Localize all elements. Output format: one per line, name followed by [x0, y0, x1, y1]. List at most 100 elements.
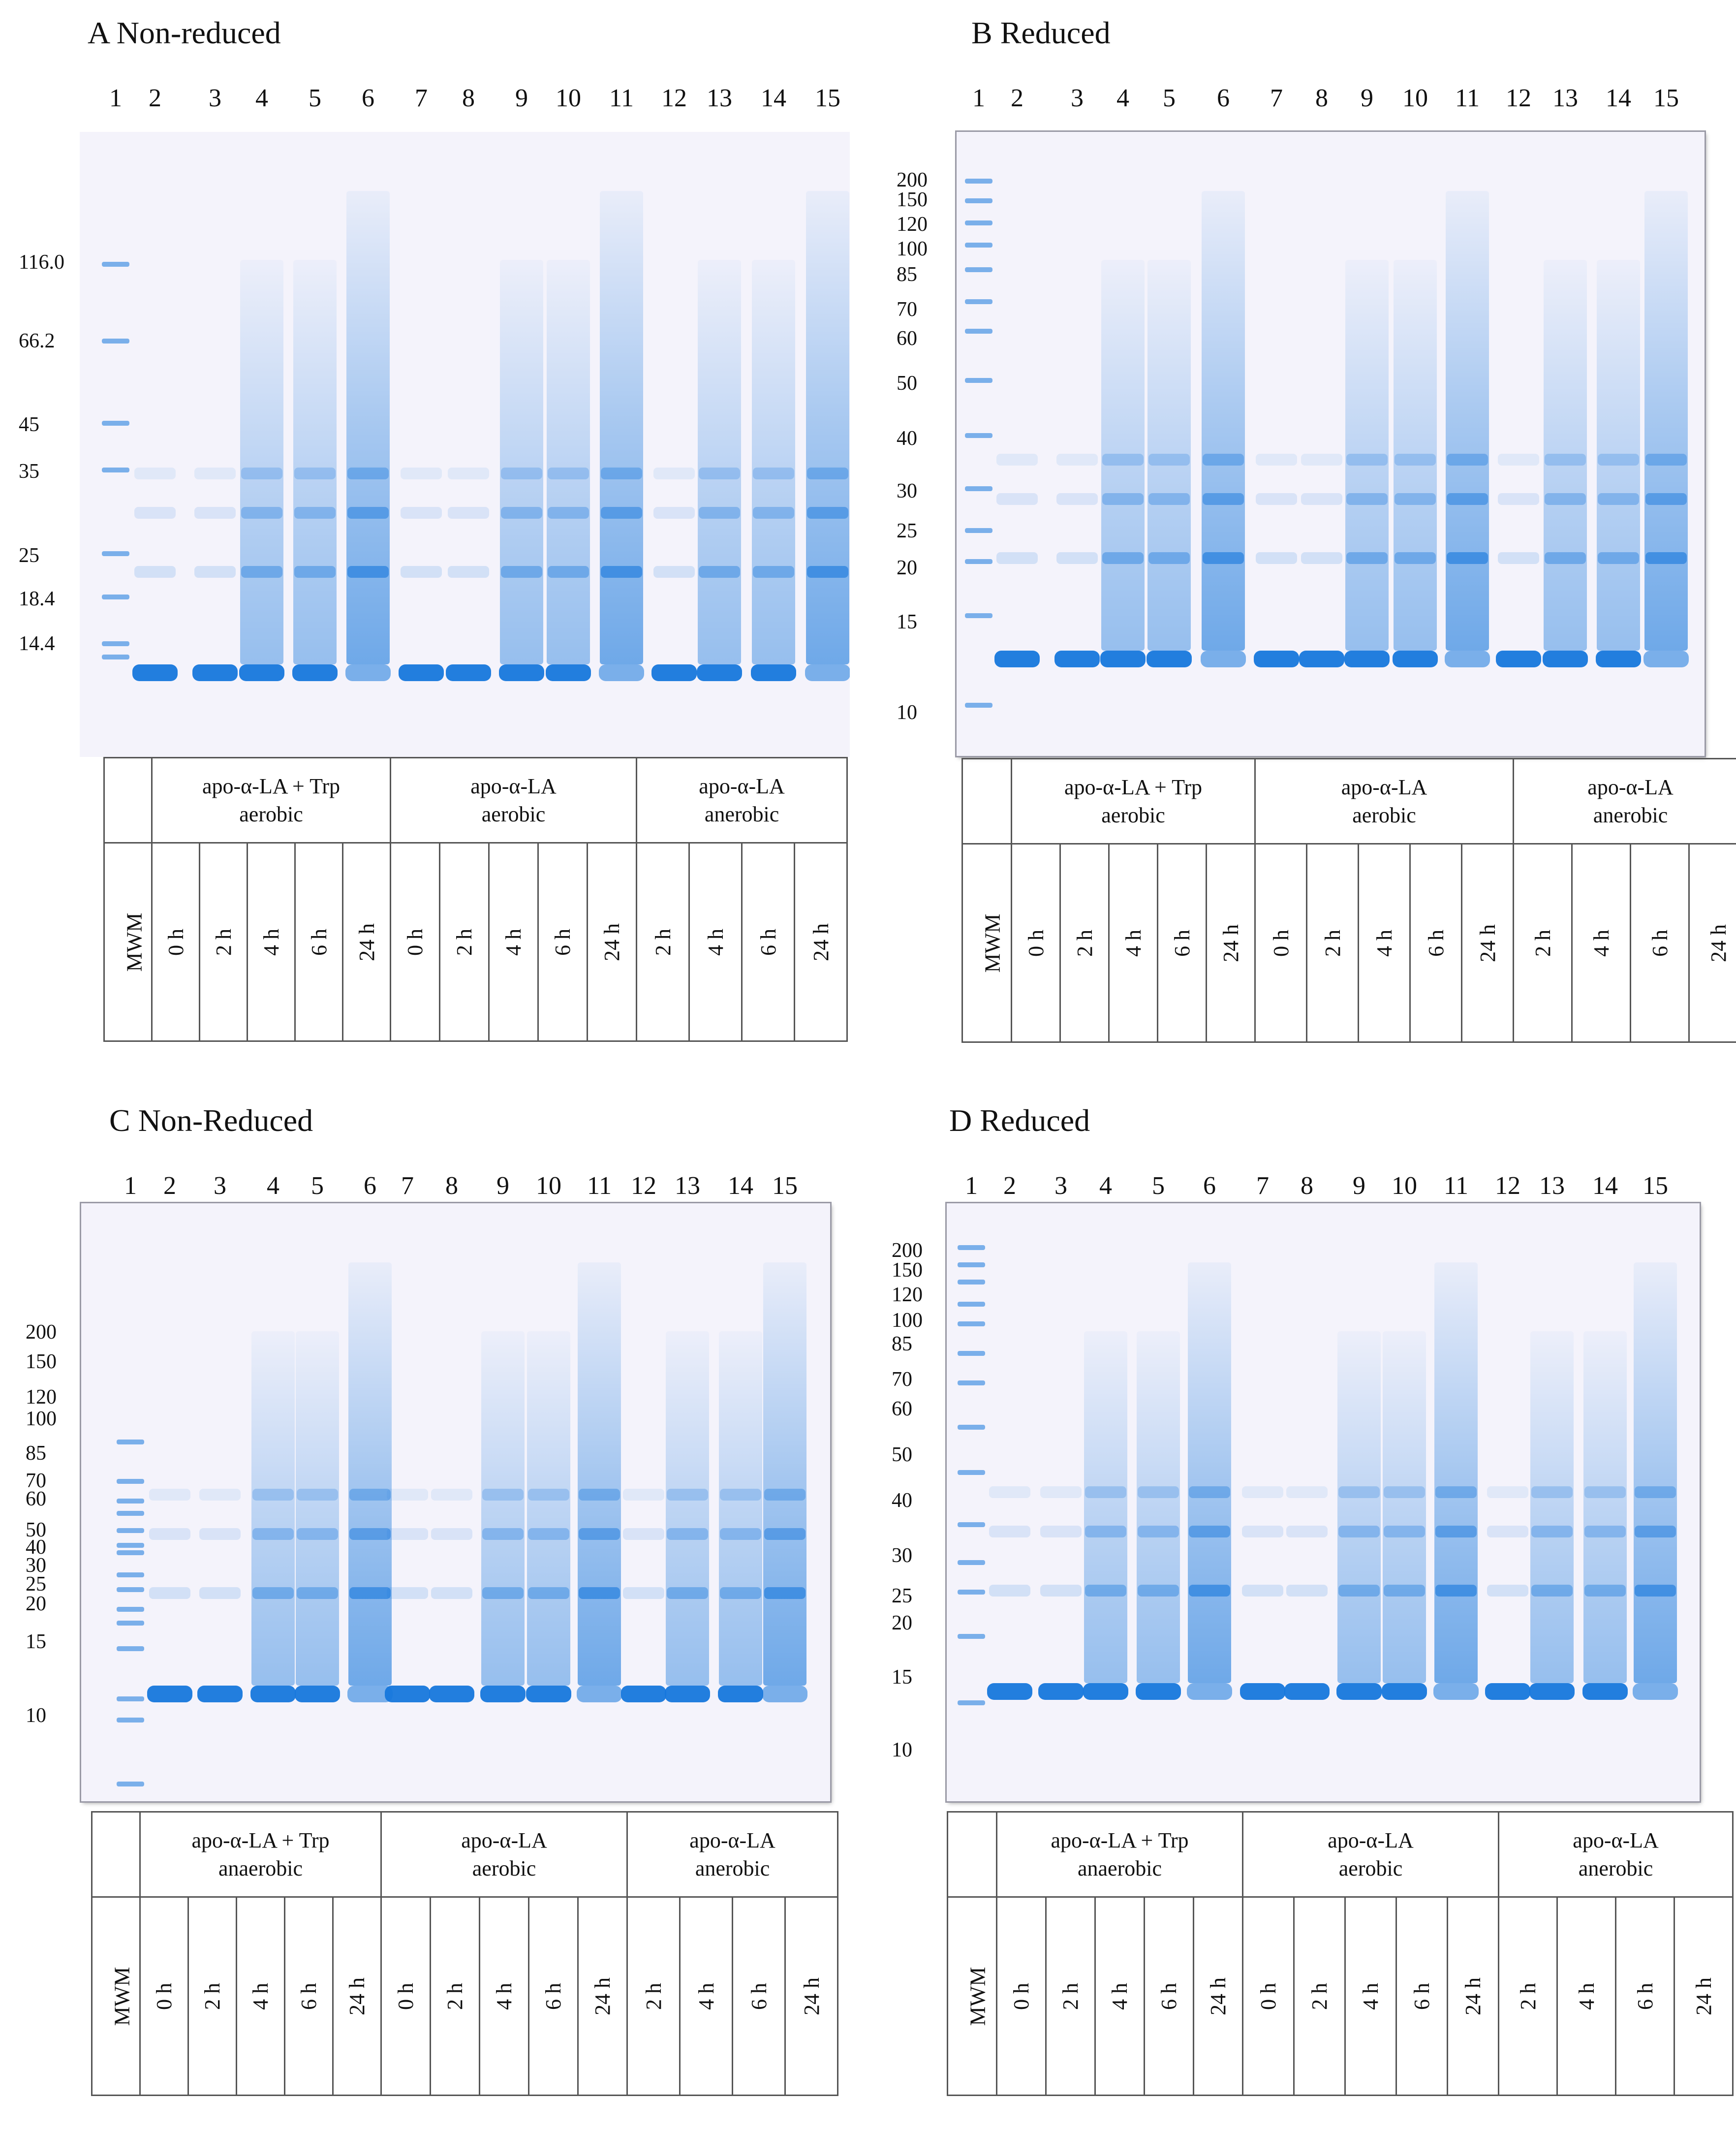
- smear: [806, 191, 849, 664]
- oligomer-band: [1102, 552, 1144, 564]
- lane-label-cell: 24 h: [1674, 1896, 1734, 2096]
- lane-label-cell: 0 h: [1011, 843, 1061, 1043]
- oligomer-band: [199, 1587, 241, 1599]
- lane-label: 24 h: [354, 923, 379, 961]
- mw-label: 18.4: [19, 588, 55, 610]
- mwm-header-cell: [91, 1811, 141, 1898]
- gel-image: [80, 132, 850, 757]
- mw-label: 85: [26, 1442, 46, 1465]
- lane-label: 6 h: [307, 928, 331, 956]
- lane-label: 24 h: [799, 1977, 824, 2015]
- condition-table: apo-α-LA + Trp anaerobic apo-α-LA aerobic …: [91, 1811, 839, 2096]
- oligomer-band: [1531, 1585, 1573, 1597]
- oligomer-band: [349, 1528, 391, 1540]
- lane-number: 14: [761, 84, 786, 112]
- oligomer-band: [1138, 1585, 1179, 1597]
- oligomer-band: [1645, 552, 1687, 564]
- condition-table: apo-α-LA + Trp aerobic apo-α-LA aerobic ap…: [103, 757, 848, 1042]
- oligomer-band: [653, 468, 695, 479]
- mw-label: 150: [26, 1350, 57, 1373]
- monomer-band: [762, 1686, 807, 1702]
- mw-label: 30: [892, 1544, 912, 1567]
- monomer-band: [345, 664, 391, 681]
- lane-label-cell: 2 h: [187, 1896, 237, 2096]
- oligomer-band: [1148, 454, 1190, 466]
- lane-label: 24 h: [345, 1977, 369, 2015]
- oligomer-band: [807, 566, 848, 578]
- lane-label: 24 h: [1206, 1977, 1230, 2015]
- gel-bands: [965, 179, 1689, 708]
- ladder-band: [965, 299, 992, 304]
- oligomer-band: [1301, 493, 1342, 505]
- mw-label: 40: [26, 1536, 46, 1559]
- lane-label: 24 h: [1475, 924, 1500, 962]
- lane-label: 6 h: [551, 928, 575, 956]
- group-line2: aerobic: [1101, 803, 1165, 827]
- ladder-band: [965, 179, 992, 184]
- lane-label-cell: 4 h: [479, 1896, 529, 2096]
- lane-number: 2: [149, 84, 161, 112]
- monomer-band: [1187, 1683, 1232, 1700]
- smear: [293, 260, 337, 664]
- mw-label: 60: [897, 327, 917, 350]
- lane-label: 6 h: [756, 928, 780, 956]
- oligomer-band: [199, 1528, 241, 1540]
- lane-label: 4 h: [1108, 1982, 1132, 2010]
- lane-label: 4 h: [248, 1982, 273, 2010]
- lane-label-cell: 2 h: [430, 1896, 480, 2096]
- oligomer-band: [1635, 1526, 1676, 1537]
- lane-label-cell: 0 h: [1254, 843, 1307, 1043]
- lane-label: 2 h: [1320, 929, 1345, 957]
- oligomer-band: [1645, 493, 1687, 505]
- lane-label-cell: 0 h: [151, 842, 200, 1042]
- ladder-band: [102, 641, 129, 646]
- monomer-band: [599, 664, 644, 681]
- lane-label-cell: 24 h: [332, 1896, 382, 2096]
- oligomer-band: [501, 468, 542, 479]
- smear: [666, 1331, 709, 1686]
- ladder-band: [102, 421, 129, 426]
- oligomer-band: [807, 507, 848, 519]
- oligomer-band: [347, 566, 389, 578]
- smear: [1544, 260, 1587, 651]
- mw-label: 15: [26, 1630, 46, 1653]
- oligomer-band: [1102, 493, 1144, 505]
- oligomer-band: [601, 468, 642, 479]
- lane-label-cell: 0 h: [996, 1896, 1047, 2096]
- oligomer-band: [623, 1489, 664, 1501]
- lane-label: 2 h: [651, 928, 675, 956]
- monomer-band: [1083, 1683, 1128, 1700]
- monomer-band: [1633, 1683, 1678, 1700]
- group-line2: anaerobic: [1078, 1856, 1162, 1880]
- ladder-band: [965, 559, 992, 564]
- oligomer-band: [387, 1528, 428, 1540]
- lane-label: 4 h: [1372, 929, 1396, 957]
- lane-label-cell: 0 h: [1242, 1896, 1295, 2096]
- monomer-band: [446, 664, 491, 681]
- lane-label: 2 h: [452, 928, 476, 956]
- lane-label-cell: 2 h: [1498, 1896, 1558, 2096]
- monomer-band: [577, 1686, 622, 1702]
- lane-label: 4 h: [1359, 1982, 1383, 2010]
- mw-label: 85: [897, 263, 917, 286]
- oligomer-band: [601, 566, 642, 578]
- oligomer-band: [431, 1489, 472, 1501]
- ladder-band: [117, 1587, 144, 1592]
- lane-number: 6: [1217, 84, 1230, 112]
- lane-number: 2: [163, 1172, 176, 1200]
- smear: [1434, 1262, 1478, 1683]
- oligomer-band: [1384, 1526, 1425, 1537]
- oligomer-band: [1189, 1486, 1230, 1498]
- ladder-band: [958, 1302, 985, 1307]
- group-line1: apo-α-LA: [699, 774, 785, 798]
- monomer-band: [621, 1686, 666, 1702]
- ladder-band: [958, 1700, 985, 1705]
- mw-label: 14.4: [19, 632, 55, 655]
- oligomer-band: [653, 507, 695, 519]
- lane-label-cell: 0 h: [390, 842, 440, 1042]
- mw-label: 15: [892, 1666, 912, 1689]
- oligomer-band: [1040, 1486, 1082, 1498]
- lane-label-cell: 24 h: [1446, 1896, 1500, 2096]
- lane-label-cell: 2 h: [1513, 843, 1573, 1043]
- smear: [1634, 1262, 1677, 1683]
